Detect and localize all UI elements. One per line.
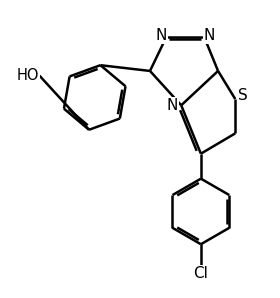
Text: Cl: Cl — [193, 266, 208, 281]
Text: N: N — [167, 98, 178, 113]
Text: N: N — [155, 27, 167, 43]
Text: N: N — [204, 27, 215, 43]
Text: S: S — [238, 88, 248, 103]
Text: HO: HO — [16, 68, 39, 83]
